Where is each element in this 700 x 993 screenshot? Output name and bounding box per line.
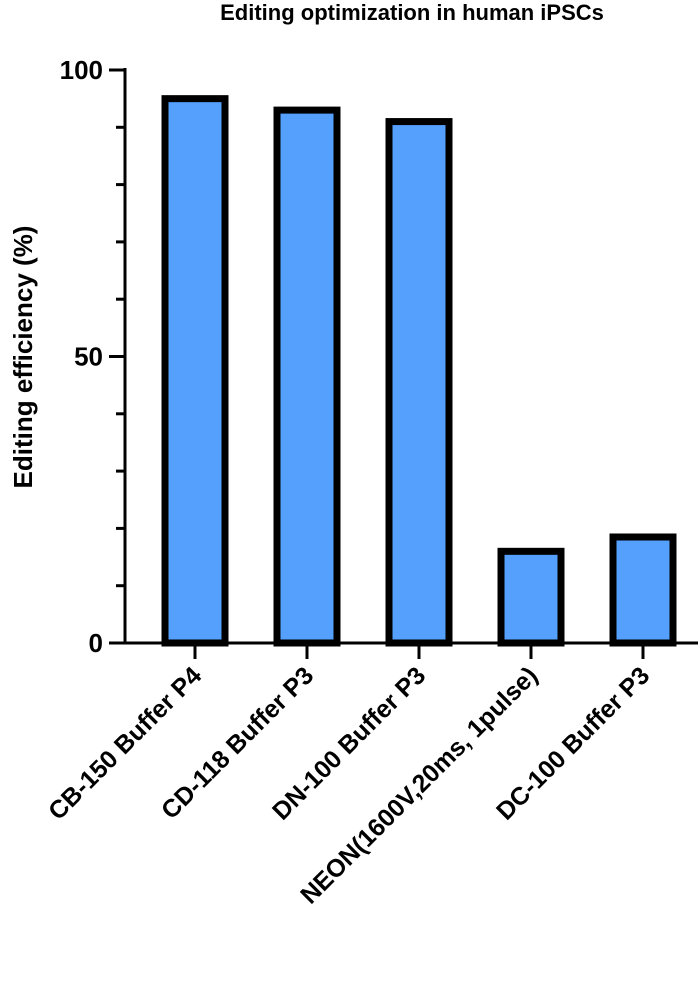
y-tick-label: 100 xyxy=(60,55,103,85)
chart-title: Editing optimization in human iPSCs xyxy=(220,0,604,25)
y-tick-label: 50 xyxy=(74,342,103,372)
bar-1 xyxy=(161,95,229,647)
bars xyxy=(161,95,677,647)
y-ticks: 0 50 100 xyxy=(60,55,125,658)
bar-4 xyxy=(497,547,565,647)
x-tick-label: NEON(1600V,20ms, 1pulse) xyxy=(295,661,543,909)
bar-3 xyxy=(385,118,453,647)
bar-2 xyxy=(273,106,341,647)
y-tick-label: 0 xyxy=(89,628,103,658)
y-axis-label: Editing efficiency (%) xyxy=(8,226,38,489)
bar-5 xyxy=(609,533,677,647)
